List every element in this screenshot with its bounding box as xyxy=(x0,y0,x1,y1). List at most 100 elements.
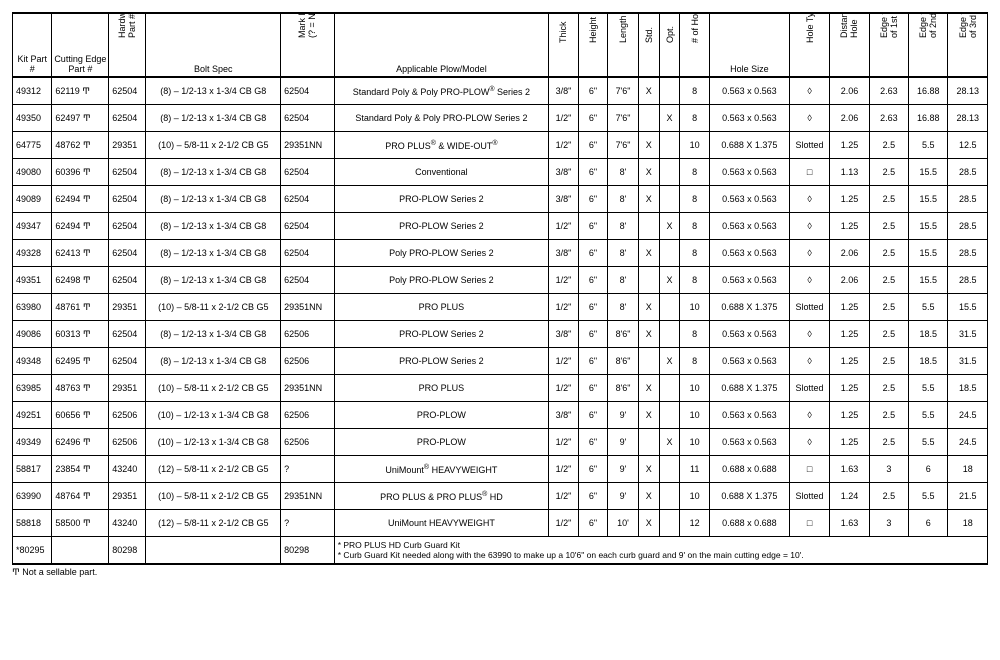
cell-edge1: 2.5 xyxy=(869,267,908,294)
cell-opt xyxy=(659,186,680,213)
cell-mark: 62506 xyxy=(281,402,335,429)
col-disttop: Distance Top toHole xyxy=(830,13,869,77)
cell-edge1: 2.63 xyxy=(869,77,908,105)
cell-opt xyxy=(659,159,680,186)
cell-opt xyxy=(659,240,680,267)
cell-hardware: 62504 xyxy=(109,267,146,294)
cell-holesize: 0.563 x 0.563 xyxy=(709,77,789,105)
cell-kit: 49251 xyxy=(13,402,52,429)
note-row: *802958029880298* PRO PLUS HD Curb Guard… xyxy=(13,537,988,565)
cell-edge2: 18.5 xyxy=(909,321,948,348)
cell-model: Conventional xyxy=(334,159,548,186)
cell-edge1: 2.5 xyxy=(869,213,908,240)
cell-std xyxy=(638,348,659,375)
cell-std: X xyxy=(638,510,659,537)
cell-holes: 8 xyxy=(680,77,710,105)
cell-edge3: 28.5 xyxy=(948,267,988,294)
col-holes: # of Holes xyxy=(680,13,710,77)
cell-holesize: 0.563 x 0.563 xyxy=(709,267,789,294)
cell-std: X xyxy=(638,402,659,429)
table-row: 4908060396 Ͳ62504(8) – 1/2-13 x 1-3/4 CB… xyxy=(13,159,988,186)
cell-thick: 1/2" xyxy=(549,483,579,510)
cell-mark: 29351NN xyxy=(281,294,335,321)
col-thick: Thick xyxy=(549,13,579,77)
cell-holetype: □ xyxy=(789,510,829,537)
cell-kit: 49349 xyxy=(13,429,52,456)
cell-edge1: 2.63 xyxy=(869,105,908,132)
cell-length: 10' xyxy=(608,510,639,537)
cell-hardware: 80298 xyxy=(109,537,146,565)
cell-std xyxy=(638,267,659,294)
cell-mark: 62506 xyxy=(281,321,335,348)
cell-mark: 62504 xyxy=(281,105,335,132)
cell-model: Standard Poly & Poly PRO-PLOW® Series 2 xyxy=(334,77,548,105)
cell-height: 6" xyxy=(578,159,608,186)
cell-std: X xyxy=(638,240,659,267)
cell-opt xyxy=(659,510,680,537)
cell-std: X xyxy=(638,77,659,105)
cell-mark: ? xyxy=(281,456,335,483)
cell-holes: 12 xyxy=(680,510,710,537)
cell-std: X xyxy=(638,321,659,348)
cell-disttop: 1.25 xyxy=(830,402,869,429)
cell-holesize: 0.563 x 0.563 xyxy=(709,213,789,240)
cell-kit: 58817 xyxy=(13,456,52,483)
cell-height: 6" xyxy=(578,213,608,240)
col-bolt: Bolt Spec xyxy=(146,13,281,77)
col-edge2: Edge to Centerof 2nd Hole xyxy=(909,13,948,77)
cell-thick: 1/2" xyxy=(549,375,579,402)
cell-thick: 1/2" xyxy=(549,267,579,294)
cell-edge1: 2.5 xyxy=(869,186,908,213)
cell-holes: 8 xyxy=(680,348,710,375)
cell-edge3: 28.13 xyxy=(948,77,988,105)
cell-hardware: 29351 xyxy=(109,375,146,402)
cell-holes: 10 xyxy=(680,375,710,402)
cell-bolt: (10) – 5/8-11 x 2-1/2 CB G5 xyxy=(146,375,281,402)
cell-hardware: 29351 xyxy=(109,132,146,159)
cell-holes: 8 xyxy=(680,267,710,294)
cell-opt xyxy=(659,402,680,429)
cell-edge2: 16.88 xyxy=(909,105,948,132)
cell-edge2: 5.5 xyxy=(909,483,948,510)
cell-disttop: 2.06 xyxy=(830,77,869,105)
table-row: 4935162498 Ͳ62504(8) – 1/2-13 x 1-3/4 CB… xyxy=(13,267,988,294)
cell-holes: 10 xyxy=(680,483,710,510)
cell-edge3: 18 xyxy=(948,456,988,483)
cell-cutting: 62496 Ͳ xyxy=(52,429,109,456)
cell-holetype: ◊ xyxy=(789,321,829,348)
cell-edge3: 24.5 xyxy=(948,402,988,429)
cell-edge3: 18 xyxy=(948,510,988,537)
cell-cutting: 58500 Ͳ xyxy=(52,510,109,537)
cell-bolt: (10) – 5/8-11 x 2-1/2 CB G5 xyxy=(146,132,281,159)
cell-cutting: 62497 Ͳ xyxy=(52,105,109,132)
cell-model: PRO-PLOW xyxy=(334,429,548,456)
cell-bolt: (12) – 5/8-11 x 2-1/2 CB G5 xyxy=(146,456,281,483)
cell-length: 8'6" xyxy=(608,375,639,402)
table-row: 4925160656 Ͳ62506(10) – 1/2-13 x 1-3/4 C… xyxy=(13,402,988,429)
cell-edge2: 15.5 xyxy=(909,267,948,294)
cell-model: PRO-PLOW Series 2 xyxy=(334,321,548,348)
cell-edge3: 28.5 xyxy=(948,213,988,240)
cell-holesize: 0.563 x 0.563 xyxy=(709,105,789,132)
cell-holesize: 0.563 x 0.563 xyxy=(709,429,789,456)
cell-opt xyxy=(659,375,680,402)
cell-holetype: Slotted xyxy=(789,483,829,510)
cell-std xyxy=(638,429,659,456)
cell-bolt xyxy=(146,537,281,565)
cell-model: PRO PLUS® & WIDE-OUT® xyxy=(334,132,548,159)
cell-mark: 62506 xyxy=(281,348,335,375)
cell-holes: 10 xyxy=(680,132,710,159)
cell-edge2: 5.5 xyxy=(909,375,948,402)
cell-std: X xyxy=(638,159,659,186)
table-row: 4934962496 Ͳ62506(10) – 1/2-13 x 1-3/4 C… xyxy=(13,429,988,456)
cell-thick: 3/8" xyxy=(549,186,579,213)
cell-std: X xyxy=(638,132,659,159)
cell-edge2: 15.5 xyxy=(909,159,948,186)
cell-kit: 63990 xyxy=(13,483,52,510)
cell-kit: 49347 xyxy=(13,213,52,240)
col-holesize: Hole Size xyxy=(709,13,789,77)
cell-holetype: Slotted xyxy=(789,132,829,159)
cell-mark: 62504 xyxy=(281,240,335,267)
cell-holetype: ◊ xyxy=(789,213,829,240)
col-height: Height xyxy=(578,13,608,77)
